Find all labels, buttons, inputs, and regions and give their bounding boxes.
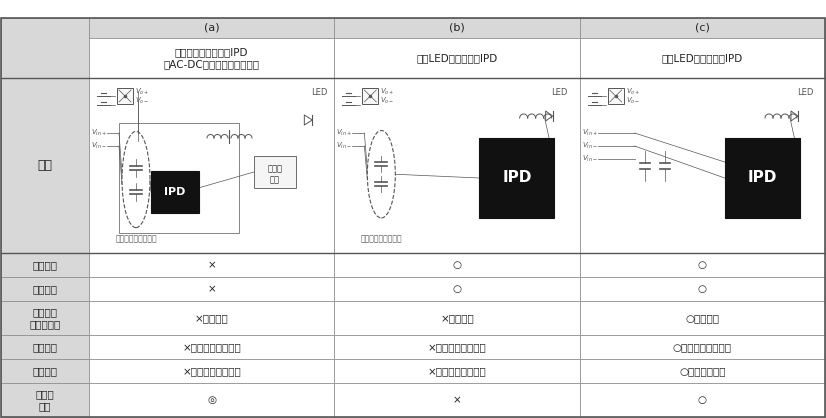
Text: ○（不要）: ○（不要） bbox=[686, 313, 719, 323]
Bar bbox=[580, 277, 825, 301]
Text: (a): (a) bbox=[204, 23, 220, 33]
Bar bbox=[335, 18, 580, 38]
Bar bbox=[335, 383, 580, 417]
Bar bbox=[580, 359, 825, 383]
Text: ○: ○ bbox=[453, 260, 462, 270]
Text: ×: × bbox=[207, 284, 216, 294]
Bar bbox=[580, 78, 825, 253]
Bar bbox=[335, 301, 580, 335]
Text: $V_{in-}$: $V_{in-}$ bbox=[582, 154, 597, 164]
Bar bbox=[479, 138, 554, 218]
Text: $V_{in+}$: $V_{in+}$ bbox=[91, 128, 107, 138]
Text: $V_{o-}$: $V_{o-}$ bbox=[135, 96, 150, 106]
Text: ×（必要）: ×（必要） bbox=[195, 313, 229, 323]
Bar bbox=[580, 383, 825, 417]
Bar bbox=[89, 277, 335, 301]
Text: 新規LED照明駆動用IPD: 新規LED照明駆動用IPD bbox=[662, 53, 743, 63]
Text: (b): (b) bbox=[449, 23, 465, 33]
Text: 従来LED照明駆動用IPD: 従来LED照明駆動用IPD bbox=[416, 53, 497, 63]
Bar bbox=[1, 335, 89, 359]
Text: 入力電解コンデンサ: 入力電解コンデンサ bbox=[115, 234, 157, 243]
Text: 回路: 回路 bbox=[37, 159, 53, 172]
Text: $V_{o+}$: $V_{o+}$ bbox=[135, 87, 150, 97]
Bar bbox=[89, 253, 335, 277]
Bar bbox=[608, 88, 624, 104]
Text: ×（対応できない）: ×（対応できない） bbox=[183, 366, 241, 376]
Bar bbox=[580, 18, 825, 38]
Text: 調光機能: 調光機能 bbox=[32, 366, 58, 376]
Bar bbox=[89, 78, 335, 253]
Text: (c): (c) bbox=[695, 23, 710, 33]
Text: ×（必要）: ×（必要） bbox=[440, 313, 474, 323]
Text: $V_{o+}$: $V_{o+}$ bbox=[380, 87, 395, 97]
Text: ×（別途回路必要）: ×（別途回路必要） bbox=[183, 342, 241, 352]
Text: IPD: IPD bbox=[748, 171, 777, 186]
Bar bbox=[1, 383, 89, 417]
Text: $V_{in-}$: $V_{in-}$ bbox=[582, 141, 597, 151]
Text: LED: LED bbox=[552, 88, 567, 97]
Bar bbox=[89, 359, 335, 383]
Text: 回路: 回路 bbox=[270, 176, 280, 184]
Bar bbox=[254, 156, 296, 188]
Bar bbox=[335, 253, 580, 277]
Bar bbox=[335, 359, 580, 383]
Text: ×（別途回路必要）: ×（別途回路必要） bbox=[428, 342, 487, 352]
Text: ○: ○ bbox=[698, 395, 707, 405]
Bar bbox=[335, 38, 580, 78]
Bar bbox=[1, 18, 89, 78]
Text: $V_{in-}$: $V_{in-}$ bbox=[336, 141, 352, 151]
Bar bbox=[335, 78, 580, 253]
Text: ×（対応できない）: ×（対応できない） bbox=[428, 366, 487, 376]
Bar bbox=[89, 335, 335, 359]
Bar bbox=[363, 88, 378, 104]
Text: LED: LED bbox=[311, 88, 328, 97]
Bar bbox=[1, 301, 89, 335]
Bar bbox=[1, 253, 89, 277]
Text: $V_{o-}$: $V_{o-}$ bbox=[380, 96, 395, 106]
Text: ○（追加回路不要）: ○（追加回路不要） bbox=[673, 342, 732, 352]
Bar bbox=[1, 359, 89, 383]
Bar bbox=[1, 277, 89, 301]
Text: 入力電解
コンデンサ: 入力電解 コンデンサ bbox=[30, 307, 60, 329]
Bar bbox=[89, 38, 335, 78]
Text: ○（対応可能）: ○（対応可能） bbox=[679, 366, 725, 376]
Bar bbox=[724, 138, 800, 218]
Bar bbox=[89, 301, 335, 335]
Bar bbox=[117, 88, 133, 104]
Bar bbox=[89, 18, 335, 38]
Text: $V_{in-}$: $V_{in-}$ bbox=[91, 141, 107, 151]
Bar bbox=[335, 277, 580, 301]
Bar bbox=[580, 335, 825, 359]
Text: 入力電解コンデンサ: 入力電解コンデンサ bbox=[360, 234, 402, 243]
Text: 力率改善: 力率改善 bbox=[32, 342, 58, 352]
Text: 定電流: 定電流 bbox=[268, 164, 282, 173]
Text: IPD: IPD bbox=[164, 187, 186, 197]
Text: ×: × bbox=[207, 260, 216, 270]
Text: $V_{in+}$: $V_{in+}$ bbox=[336, 128, 352, 138]
Bar bbox=[335, 335, 580, 359]
Bar bbox=[580, 253, 825, 277]
Text: ○: ○ bbox=[698, 284, 707, 294]
Text: $V_{o+}$: $V_{o+}$ bbox=[625, 87, 640, 97]
Text: $V_{o-}$: $V_{o-}$ bbox=[625, 96, 640, 106]
Text: 回路規模: 回路規模 bbox=[32, 260, 58, 270]
Text: IPD: IPD bbox=[502, 171, 531, 186]
Text: ×: × bbox=[453, 395, 462, 405]
Bar bbox=[1, 78, 89, 253]
Bar bbox=[580, 301, 825, 335]
Text: スイッチング電源用IPD
（AC-DC変換＋定電流制御）: スイッチング電源用IPD （AC-DC変換＋定電流制御） bbox=[164, 47, 259, 69]
Bar bbox=[151, 171, 199, 213]
Text: ○: ○ bbox=[698, 260, 707, 270]
Text: 変換効率: 変換効率 bbox=[32, 284, 58, 294]
Text: $V_{in+}$: $V_{in+}$ bbox=[582, 128, 597, 138]
Text: ◎: ◎ bbox=[207, 395, 216, 405]
Text: ○: ○ bbox=[453, 284, 462, 294]
Bar bbox=[89, 383, 335, 417]
Bar bbox=[580, 38, 825, 78]
Text: LED: LED bbox=[797, 88, 813, 97]
Bar bbox=[119, 123, 239, 233]
Text: 定電流
精度: 定電流 精度 bbox=[36, 389, 55, 411]
